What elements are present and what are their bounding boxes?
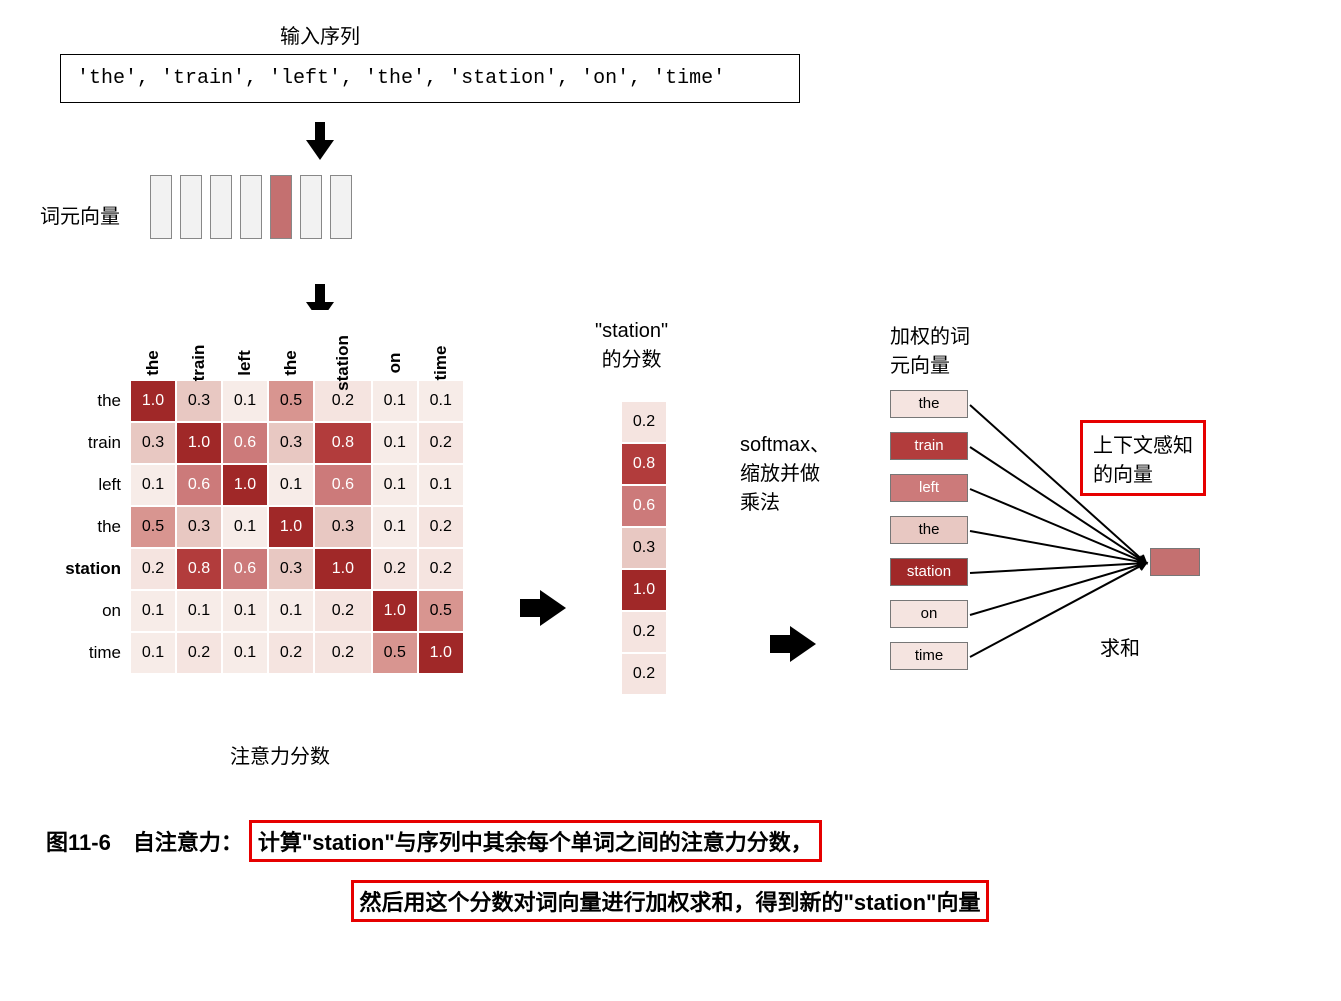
matrix-cell: 1.0 xyxy=(176,422,222,464)
matrix-cell: 1.0 xyxy=(130,380,176,422)
score-cell: 0.2 xyxy=(621,611,667,653)
token-vector xyxy=(240,175,262,239)
matrix-cell: 0.2 xyxy=(130,548,176,590)
token-vector xyxy=(270,175,292,239)
station-score-column: 0.20.80.60.31.00.20.2 xyxy=(620,400,668,696)
token-vector xyxy=(300,175,322,239)
matrix-cell: 0.1 xyxy=(222,590,268,632)
weighted-vectors: the train left the station on time xyxy=(890,390,968,684)
label-context-vec: 上下文感知 的向量 xyxy=(1080,420,1206,496)
matrix-cell: 0.2 xyxy=(314,590,372,632)
arrow-right-icon xyxy=(790,626,816,662)
matrix-cell: 0.1 xyxy=(130,632,176,674)
matrix-cell: 1.0 xyxy=(222,464,268,506)
matrix-cell: 0.1 xyxy=(372,464,418,506)
matrix-cell: 1.0 xyxy=(314,548,372,590)
matrix-cell: 0.3 xyxy=(176,506,222,548)
matrix-cell: 0.2 xyxy=(268,632,314,674)
matrix-cell: 0.1 xyxy=(130,590,176,632)
weighted-token-vector: the xyxy=(890,516,968,544)
label-sum: 求和 xyxy=(1100,632,1140,661)
token-vector xyxy=(150,175,172,239)
diagram-container: 输入序列 'the', 'train', 'left', 'the', 'sta… xyxy=(20,20,1320,980)
matrix-cell: 0.5 xyxy=(130,506,176,548)
token-vectors xyxy=(150,175,360,244)
matrix-cell: 0.1 xyxy=(222,632,268,674)
score-cell: 0.8 xyxy=(621,443,667,485)
matrix-cell: 0.6 xyxy=(176,464,222,506)
label-attn-scores: 注意力分数 xyxy=(230,740,330,769)
converge-arrow xyxy=(970,488,1147,564)
matrix-cell: 0.3 xyxy=(314,506,372,548)
matrix-cell: 0.1 xyxy=(268,590,314,632)
matrix-cell: 0.2 xyxy=(314,632,372,674)
matrix-cell: 0.1 xyxy=(222,380,268,422)
matrix-cell: 0.1 xyxy=(176,590,222,632)
matrix-cell: 0.3 xyxy=(130,422,176,464)
matrix-cell: 0.6 xyxy=(222,422,268,464)
label-softmax: softmax、 缩放并做 乘法 xyxy=(740,428,830,515)
caption-line1: 计算"station"与序列中其余每个单词之间的注意力分数， xyxy=(249,820,822,862)
matrix-cell: 0.5 xyxy=(372,632,418,674)
matrix-cell: 0.3 xyxy=(268,548,314,590)
label-weighted-vec: 加权的词 元向量 xyxy=(890,320,970,378)
arrow-down-icon xyxy=(306,140,334,160)
context-vector xyxy=(1150,548,1200,576)
matrix-cell: 0.8 xyxy=(176,548,222,590)
score-cell: 0.2 xyxy=(621,401,667,443)
matrix-cell: 0.1 xyxy=(130,464,176,506)
token-vector xyxy=(210,175,232,239)
matrix-cell: 1.0 xyxy=(418,632,464,674)
weighted-token-vector: train xyxy=(890,432,968,460)
matrix-cell: 0.8 xyxy=(314,422,372,464)
caption-prefix: 图11-6 自注意力： xyxy=(40,823,249,859)
matrix-cell: 1.0 xyxy=(372,590,418,632)
weighted-token-vector: time xyxy=(890,642,968,670)
caption-line2: 然后用这个分数对词向量进行加权求和，得到新的"station"向量 xyxy=(351,880,990,922)
matrix-cell: 0.1 xyxy=(418,380,464,422)
token-vector xyxy=(330,175,352,239)
matrix-cell: 0.2 xyxy=(372,548,418,590)
weighted-token-vector: on xyxy=(890,600,968,628)
score-cell: 1.0 xyxy=(621,569,667,611)
score-cell: 0.3 xyxy=(621,527,667,569)
matrix-cell: 0.5 xyxy=(268,380,314,422)
score-cell: 0.6 xyxy=(621,485,667,527)
matrix-cell: 0.1 xyxy=(268,464,314,506)
weighted-token-vector: station xyxy=(890,558,968,586)
matrix-cell: 0.2 xyxy=(418,548,464,590)
arrow-right-icon xyxy=(540,590,566,626)
matrix-cell: 0.2 xyxy=(418,506,464,548)
matrix-cell: 0.2 xyxy=(418,422,464,464)
matrix-cell: 0.3 xyxy=(268,422,314,464)
matrix-cell: 0.6 xyxy=(314,464,372,506)
attention-matrix: thetrainleftthestationontimethe1.00.30.1… xyxy=(60,310,465,675)
input-sequence-box: 'the', 'train', 'left', 'the', 'station'… xyxy=(60,54,800,103)
matrix-cell: 0.3 xyxy=(176,380,222,422)
matrix-cell: 0.6 xyxy=(222,548,268,590)
token-vector xyxy=(180,175,202,239)
matrix-cell: 0.1 xyxy=(372,422,418,464)
label-token-vec: 词元向量 xyxy=(40,200,120,229)
weighted-token-vector: the xyxy=(890,390,968,418)
score-cell: 0.2 xyxy=(621,653,667,695)
matrix-cell: 0.1 xyxy=(372,380,418,422)
label-input-seq: 输入序列 xyxy=(280,20,360,49)
matrix-cell: 0.1 xyxy=(372,506,418,548)
figure-caption: 图11-6 自注意力：计算"station"与序列中其余每个单词之间的注意力分数… xyxy=(40,820,1300,922)
converge-arrow xyxy=(970,562,1146,574)
matrix-cell: 1.0 xyxy=(268,506,314,548)
matrix-cell: 0.5 xyxy=(418,590,464,632)
matrix-cell: 0.1 xyxy=(418,464,464,506)
label-station-score: "station" 的分数 xyxy=(595,320,668,372)
weighted-token-vector: left xyxy=(890,474,968,502)
matrix-cell: 0.2 xyxy=(176,632,222,674)
matrix-cell: 0.1 xyxy=(222,506,268,548)
